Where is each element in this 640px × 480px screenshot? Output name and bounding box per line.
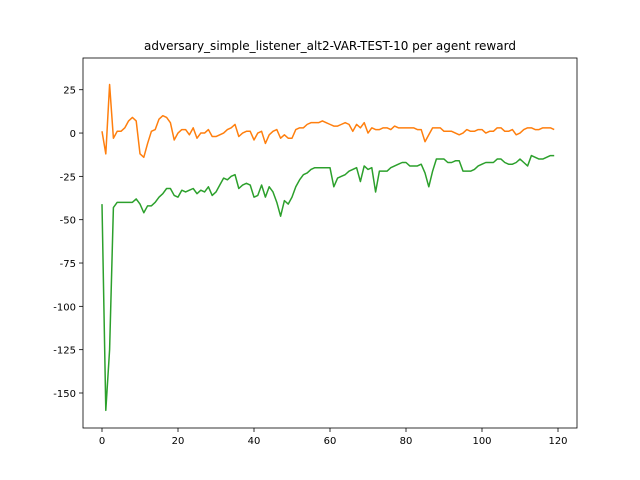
y-tick-label: -75 [60, 259, 76, 270]
x-tick-label: 100 [472, 436, 491, 447]
y-tick-label: 25 [63, 86, 76, 97]
y-tick-label: -25 [60, 172, 76, 183]
y-tick-label: -100 [53, 302, 76, 313]
x-tick-label: 80 [400, 436, 413, 447]
chart-title: adversary_simple_listener_alt2-VAR-TEST-… [144, 39, 516, 53]
y-tick-label: -125 [53, 346, 76, 357]
y-tick-label: -50 [60, 216, 76, 227]
x-tick-label: 60 [324, 436, 337, 447]
series-line [101, 154, 555, 412]
x-tick-label: 0 [99, 436, 105, 447]
series-line [101, 83, 555, 159]
x-tick-label: 20 [172, 436, 185, 447]
plot-frame [82, 57, 578, 429]
x-tick-label: 120 [548, 436, 567, 447]
y-tick-label: -150 [53, 389, 76, 400]
x-tick-label: 40 [248, 436, 261, 447]
y-tick-label: 0 [70, 129, 76, 140]
